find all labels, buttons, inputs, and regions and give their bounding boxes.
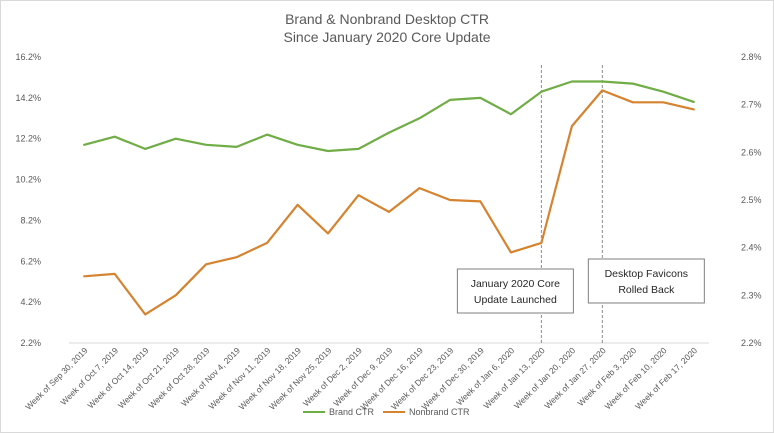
series-line-brand-ctr: [83, 80, 695, 153]
x-tick-label: Week of Jan 6, 2020: [454, 345, 516, 407]
left-axis: 2.2% 4.2% 6.2% 8.2% 10.2% 12.2% 14.2% 16.2%: [15, 52, 41, 348]
left-tick-label: 8.2%: [20, 215, 41, 225]
chart-title: Brand & Nonbrand Desktop CTR: [285, 11, 489, 27]
left-tick-label: 16.2%: [15, 52, 41, 62]
right-tick-label: 2.6%: [741, 147, 762, 157]
series-group: [83, 80, 695, 316]
left-tick-label: 12.2%: [15, 134, 41, 144]
right-tick-label: 2.8%: [741, 52, 762, 62]
right-tick-label: 2.4%: [741, 243, 762, 253]
legend-label: Nonbrand CTR: [409, 407, 470, 417]
annotations: January 2020 Core Update Launched Desktop …: [456, 65, 705, 343]
annotation-line2: Update Launched: [474, 294, 557, 306]
left-tick-label: 6.2%: [20, 256, 41, 266]
left-tick-label: 14.2%: [15, 93, 41, 103]
annotation-box: [587, 258, 705, 304]
annotation-line2: Rolled Back: [618, 284, 675, 296]
x-tick-label: Week of Oct 7, 2019: [58, 345, 120, 407]
annotation-box: [456, 268, 574, 314]
right-tick-label: 2.5%: [741, 195, 762, 205]
x-tick-label: Week of Feb 17, 2020: [633, 345, 699, 411]
right-axis: 2.2% 2.3% 2.4% 2.5% 2.6% 2.7% 2.8%: [741, 52, 762, 348]
right-tick-label: 2.2%: [741, 338, 762, 348]
legend-label: Brand CTR: [329, 407, 375, 417]
series-line-nonbrand-ctr: [83, 89, 695, 316]
left-tick-label: 10.2%: [15, 175, 41, 185]
annotation-line1: Desktop Favicons: [605, 268, 688, 280]
annotation-line1: January 2020 Core: [471, 278, 560, 290]
right-tick-label: 2.7%: [741, 100, 762, 110]
chart-subtitle: Since January 2020 Core Update: [283, 29, 490, 45]
left-tick-label: 4.2%: [20, 297, 41, 307]
left-tick-label: 2.2%: [20, 338, 41, 348]
right-tick-label: 2.3%: [741, 290, 762, 300]
legend: Brand CTR Nonbrand CTR: [303, 407, 470, 417]
